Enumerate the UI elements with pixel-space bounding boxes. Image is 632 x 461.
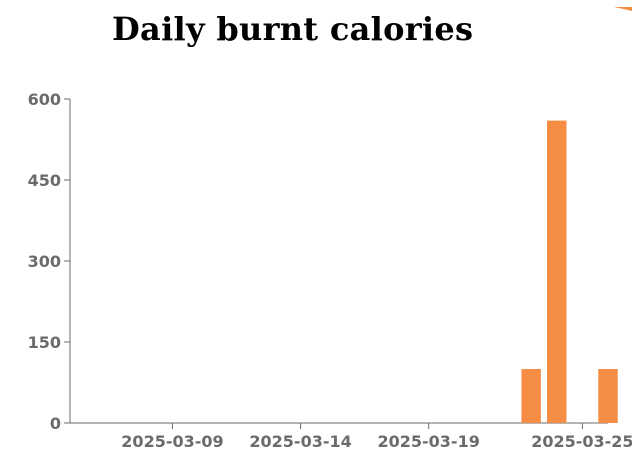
x-axis: 2025-03-09 2025-03-14 2025-03-19 2025-03-25 (70, 422, 632, 451)
y-axis: 0 150 300 450 600 (28, 90, 71, 433)
y-tick-label: 300 (28, 252, 61, 271)
x-tick-label: 2025-03-19 (377, 432, 479, 451)
bar[interactable] (521, 369, 541, 423)
y-tick-label: 450 (28, 171, 61, 190)
y-tick-label: 0 (50, 414, 61, 433)
corner-accent-mark (612, 0, 632, 19)
bar[interactable] (598, 369, 618, 423)
x-tick-label: 2025-03-09 (121, 432, 223, 451)
x-tick-label: 2025-03-14 (249, 432, 351, 451)
y-tick-label: 150 (28, 333, 61, 352)
chart-title: Daily burnt calories (112, 10, 474, 48)
bar-series (521, 120, 618, 423)
y-tick-label: 600 (28, 90, 61, 109)
x-tick-label: 2025-03-25 (531, 432, 632, 451)
bar[interactable] (547, 120, 567, 423)
